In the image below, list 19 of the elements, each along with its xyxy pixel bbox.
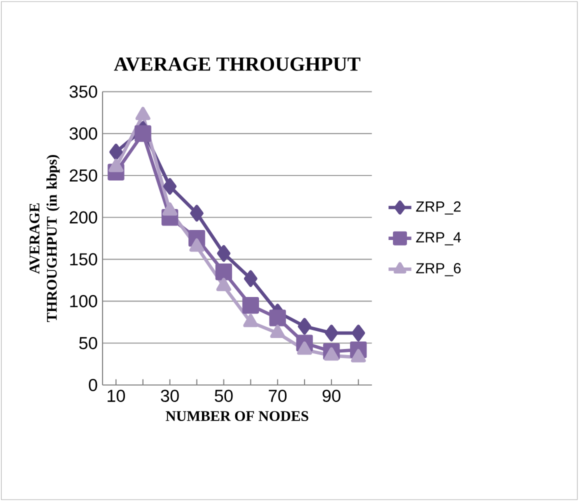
x-tick-label: 30: [160, 390, 179, 402]
x-axis-title: NUMBER OF NODES: [166, 411, 308, 421]
legend-label: ZRP_4: [416, 232, 461, 246]
y-tick-label: 0: [88, 378, 98, 392]
x-tick-label: 10: [108, 390, 125, 402]
x-tick-label: 90: [322, 390, 340, 402]
y-axis-title: AVERAGE THROUGHPUT (in kbps): [30, 155, 60, 322]
legend-label: ZRP_2: [416, 201, 461, 215]
y-tick-label: 300: [70, 127, 98, 140]
y-tick-label: 250: [70, 169, 98, 182]
chart-title: AVERAGE THROUGHPUT: [114, 57, 360, 71]
y-tick-label: 200: [70, 211, 98, 224]
y-tick-label: 150: [70, 253, 98, 266]
y-tick-label: 350: [70, 86, 98, 98]
x-tick-label: 70: [268, 390, 287, 402]
y-tick-label: 100: [70, 295, 98, 308]
legend-label: ZRP_6: [416, 263, 461, 276]
x-tick-label: 50: [214, 390, 233, 402]
y-tick-label: 50: [79, 336, 98, 350]
